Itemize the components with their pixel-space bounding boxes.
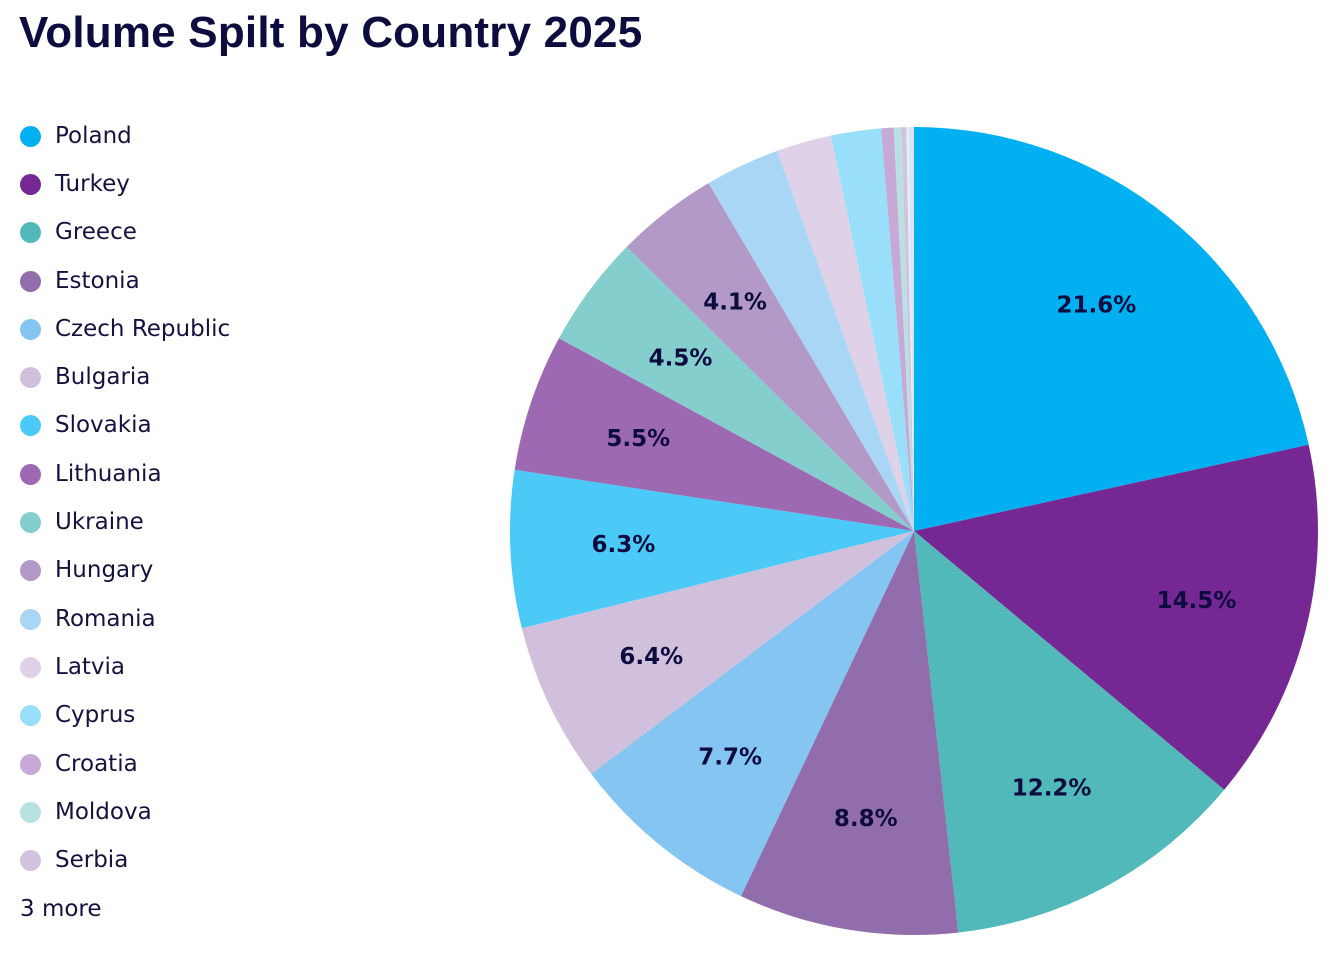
legend-item[interactable]: Serbia	[20, 836, 230, 884]
chart-title: Volume Spilt by Country 2025	[19, 8, 643, 57]
legend-swatch	[20, 222, 41, 244]
legend-item[interactable]: Lithuania	[20, 450, 230, 498]
pie-slice-slovakia[interactable]	[509, 469, 914, 629]
legend-item[interactable]: Estonia	[20, 257, 230, 305]
legend-swatch	[20, 801, 41, 823]
pie-slice-other[interactable]	[906, 127, 914, 531]
legend-label: Hungary	[55, 557, 154, 584]
legend-item[interactable]: Slovakia	[20, 402, 230, 450]
pie-slice-hungary[interactable]	[626, 183, 914, 531]
legend-swatch	[20, 850, 41, 872]
pie-slice-turkey[interactable]	[914, 444, 1319, 790]
data-label: 7.7%	[698, 744, 762, 770]
legend-swatch	[20, 512, 41, 534]
legend-swatch	[20, 173, 41, 195]
legend-label: Serbia	[55, 847, 129, 874]
pie-slice-poland[interactable]	[914, 127, 1309, 531]
legend-label: Czech Republic	[55, 315, 231, 342]
data-label: 4.5%	[649, 346, 713, 372]
legend-label: Greece	[55, 219, 137, 246]
legend-label: Slovakia	[55, 412, 152, 439]
legend-label: Croatia	[55, 750, 138, 777]
legend-label: Lithuania	[55, 460, 162, 487]
legend-item[interactable]: Croatia	[20, 740, 230, 788]
pie-slice-other[interactable]	[908, 127, 914, 531]
pie-slice-czech-republic[interactable]	[591, 531, 914, 897]
legend-label: Romania	[55, 605, 156, 632]
legend-item[interactable]: Turkey	[20, 160, 230, 208]
legend-item[interactable]: Cyprus	[20, 692, 230, 740]
legend: Poland Turkey Greece Estonia Czech Republic B…	[20, 112, 230, 933]
legend-swatch	[20, 270, 41, 292]
pie-slice-ukraine[interactable]	[558, 246, 914, 531]
legend-item[interactable]: Romania	[20, 595, 230, 643]
legend-item[interactable]: Greece	[20, 209, 230, 257]
legend-label: Estonia	[55, 267, 140, 294]
legend-swatch	[20, 415, 41, 437]
legend-swatch	[20, 753, 41, 775]
legend-label: Latvia	[55, 653, 126, 680]
pie-slice-serbia[interactable]	[901, 127, 914, 531]
pie-slice-bulgaria[interactable]	[521, 531, 914, 774]
data-label: 6.3%	[592, 532, 656, 558]
legend-label: Bulgaria	[55, 364, 151, 391]
legend-swatch	[20, 125, 41, 147]
pie-slice-romania[interactable]	[708, 150, 914, 531]
legend-label: Turkey	[55, 170, 130, 197]
legend-label: Poland	[55, 122, 132, 149]
legend-item[interactable]: Czech Republic	[20, 305, 230, 353]
pie-slice-estonia[interactable]	[741, 531, 959, 936]
data-label: 12.2%	[1012, 775, 1092, 801]
data-label: 5.5%	[606, 426, 670, 452]
pie-slice-other[interactable]	[911, 127, 914, 531]
data-label: 4.1%	[703, 290, 767, 316]
legend-swatch	[20, 608, 41, 630]
pie-slice-cyprus[interactable]	[830, 128, 914, 531]
legend-swatch	[20, 705, 41, 727]
data-label: 8.8%	[834, 806, 898, 832]
legend-label: Cyprus	[55, 702, 136, 729]
pie-slice-croatia[interactable]	[881, 127, 914, 531]
legend-item[interactable]: Ukraine	[20, 498, 230, 546]
legend-item[interactable]: Hungary	[20, 547, 230, 595]
pie-slice-lithuania[interactable]	[514, 338, 914, 531]
legend-more-link[interactable]: 3 more	[20, 895, 102, 922]
data-label: 21.6%	[1057, 292, 1137, 318]
legend-item[interactable]: Moldova	[20, 788, 230, 836]
legend-item[interactable]: Poland	[20, 112, 230, 160]
pie-slice-latvia[interactable]	[777, 135, 914, 531]
pie-slice-moldova[interactable]	[893, 127, 914, 531]
pie-slice-greece[interactable]	[914, 531, 1225, 933]
legend-item[interactable]: Latvia	[20, 643, 230, 691]
legend-label: Ukraine	[55, 509, 144, 536]
data-label: 14.5%	[1157, 588, 1237, 614]
legend-swatch	[20, 367, 41, 389]
data-label: 6.4%	[619, 644, 683, 670]
legend-swatch	[20, 656, 41, 678]
legend-item[interactable]: Bulgaria	[20, 353, 230, 401]
legend-label: Moldova	[55, 798, 152, 825]
legend-swatch	[20, 560, 41, 582]
legend-swatch	[20, 318, 41, 340]
legend-swatch	[20, 463, 41, 485]
